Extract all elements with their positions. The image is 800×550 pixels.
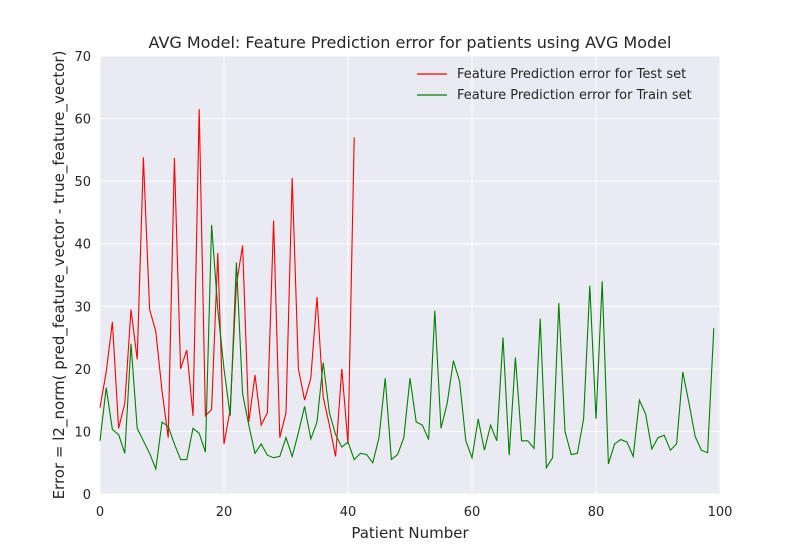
legend-label-test: Feature Prediction error for Test set <box>457 67 686 82</box>
series-line-test <box>99 109 355 457</box>
y-tick-labels: 0 10 20 30 40 50 60 70 <box>74 50 91 503</box>
y-tick-label: 30 <box>74 300 91 315</box>
y-tick-label: 40 <box>74 238 91 253</box>
x-tick-label: 100 <box>708 505 733 520</box>
y-tick-label: 70 <box>74 50 91 65</box>
x-axis-label: Patient Number <box>351 524 469 542</box>
y-tick-label: 0 <box>83 488 91 503</box>
series-lines <box>99 109 715 472</box>
grid <box>99 55 721 495</box>
plot-background <box>100 56 720 494</box>
legend-label-train: Feature Prediction error for Train set <box>457 88 692 103</box>
plot-area <box>100 56 720 494</box>
x-tick-label: 0 <box>96 505 104 520</box>
series-line-train <box>99 224 715 472</box>
x-tick-labels: 0 20 40 60 80 100 <box>96 505 733 520</box>
x-tick-label: 20 <box>216 505 233 520</box>
y-tick-label: 60 <box>74 113 91 128</box>
y-tick-label: 20 <box>74 363 91 378</box>
x-tick-label: 60 <box>464 505 481 520</box>
y-tick-label: 50 <box>74 175 91 190</box>
chart-title: AVG Model: Feature Prediction error for … <box>149 33 672 52</box>
x-tick-label: 80 <box>588 505 605 520</box>
y-axis-label: Error = l2_norm( pred_feature_vector - t… <box>50 51 69 500</box>
legend: Feature Prediction error for Test set Fe… <box>417 67 692 103</box>
x-tick-label: 40 <box>340 505 357 520</box>
y-tick-label: 10 <box>74 425 91 440</box>
